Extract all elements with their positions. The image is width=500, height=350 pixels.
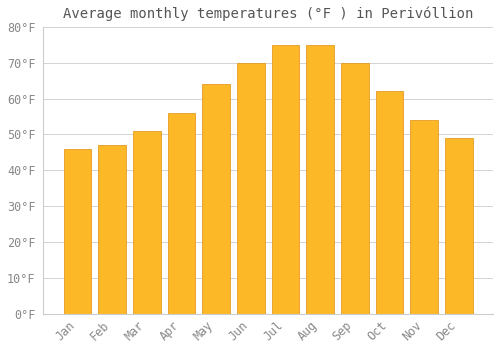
Bar bbox=[272, 45, 299, 314]
Bar bbox=[306, 45, 334, 314]
Bar bbox=[445, 138, 472, 314]
Bar bbox=[410, 120, 438, 314]
Bar bbox=[202, 84, 230, 314]
Bar bbox=[376, 91, 404, 314]
Bar bbox=[168, 113, 196, 314]
Bar bbox=[237, 63, 264, 314]
Bar bbox=[133, 131, 160, 314]
Bar bbox=[341, 63, 368, 314]
Bar bbox=[64, 149, 92, 314]
Bar bbox=[98, 145, 126, 314]
Title: Average monthly temperatures (°F ) in Perivóllion: Average monthly temperatures (°F ) in Pe… bbox=[63, 7, 474, 21]
